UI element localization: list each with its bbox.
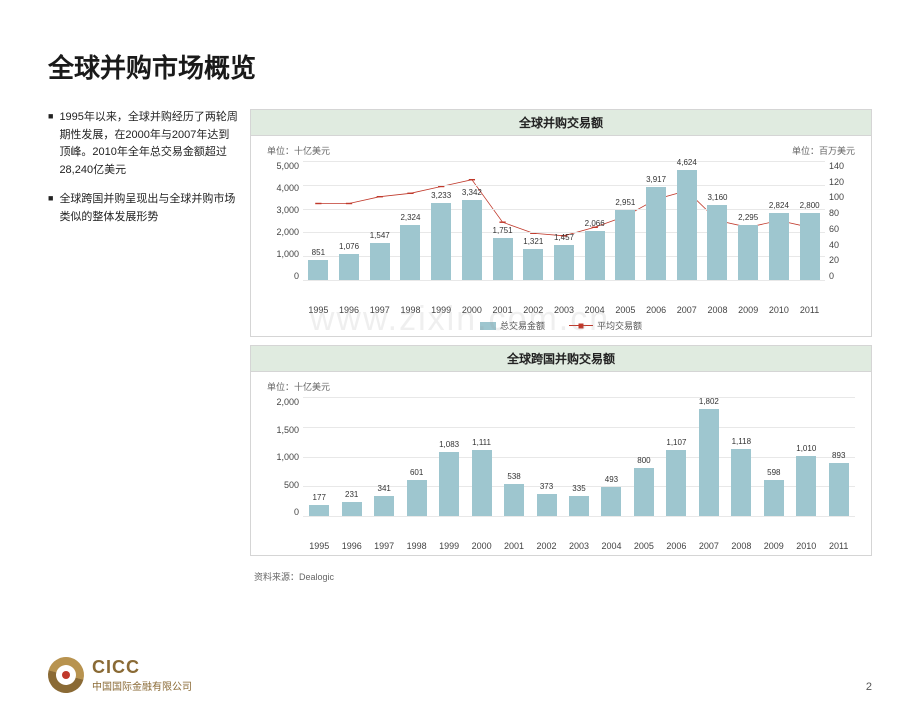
bullet-1: 1995年以来，全球并购经历了两轮周期性发展，在2000年与2007年达到顶峰。…	[59, 109, 238, 179]
chart2-x-labels: 1995199619971998199920002001200220032004…	[303, 541, 855, 551]
logo-icon	[48, 657, 84, 693]
chart-global-ma: 全球并购交易额 单位：十亿美元 单位：百万美元 5,0004,0003,0002…	[250, 109, 872, 337]
chart1-x-labels: 1995199619971998199920002001200220032004…	[303, 305, 825, 315]
chart-cross-border-ma: 全球跨国并购交易额 单位：十亿美元 2,0001,5001,0005000 17…	[250, 345, 872, 556]
chart1-unit-left: 单位：十亿美元	[267, 144, 330, 157]
chart1-unit-right: 单位：百万美元	[792, 144, 855, 157]
chart1-y-left: 5,0004,0003,0002,0001,0000	[267, 161, 299, 281]
logo-cn: 中国国际金融有限公司	[92, 678, 192, 693]
logo-en: CICC	[92, 657, 192, 678]
bullet-list: 1995年以来，全球并购经历了两轮周期性发展，在2000年与2007年达到顶峰。…	[48, 109, 238, 583]
chart2-title: 全球跨国并购交易额	[251, 346, 871, 372]
page-title: 全球并购市场概览	[48, 48, 872, 85]
chart2-unit-left: 单位：十亿美元	[267, 380, 330, 393]
chart1-plot-area: 8511,0761,5472,3243,2333,3421,7511,3211,…	[303, 161, 825, 281]
chart1-legend-bar: 总交易金额	[480, 319, 545, 332]
bullet-2: 全球跨国并购呈现出与全球并购市场类似的整体发展形势	[59, 191, 238, 226]
chart2-y-left: 2,0001,5001,0005000	[267, 397, 299, 517]
chart1-y-right: 140120100806040200	[829, 161, 855, 281]
chart1-title: 全球并购交易额	[251, 110, 871, 136]
logo: CICC 中国国际金融有限公司	[48, 657, 192, 693]
page-number: 2	[866, 681, 872, 693]
chart1-legend-line: 平均交易额	[569, 319, 642, 332]
chart2-plot-area: 1772313416011,0831,1115383733354938001,1…	[303, 397, 855, 517]
source-line: 资料来源：Dealogic	[254, 570, 872, 583]
